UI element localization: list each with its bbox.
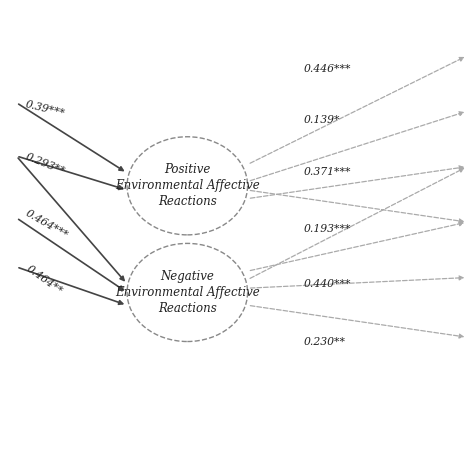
Text: 0.293**: 0.293** [24,152,67,177]
Text: 0.440***: 0.440*** [304,279,351,289]
Text: 0.371***: 0.371*** [304,167,351,177]
Text: 0.464***: 0.464*** [24,208,70,240]
Text: Negative
Environmental Affective
Reactions: Negative Environmental Affective Reactio… [115,270,260,315]
Text: 0.193***: 0.193*** [304,224,351,234]
Text: 0.230**: 0.230** [304,337,346,346]
Text: 0.464**: 0.464** [24,263,64,296]
Text: 0.39***: 0.39*** [24,99,66,119]
Text: 0.139*: 0.139* [304,115,340,125]
Text: Positive
Environmental Affective
Reactions: Positive Environmental Affective Reactio… [115,164,260,208]
Text: 0.446***: 0.446*** [304,64,351,74]
